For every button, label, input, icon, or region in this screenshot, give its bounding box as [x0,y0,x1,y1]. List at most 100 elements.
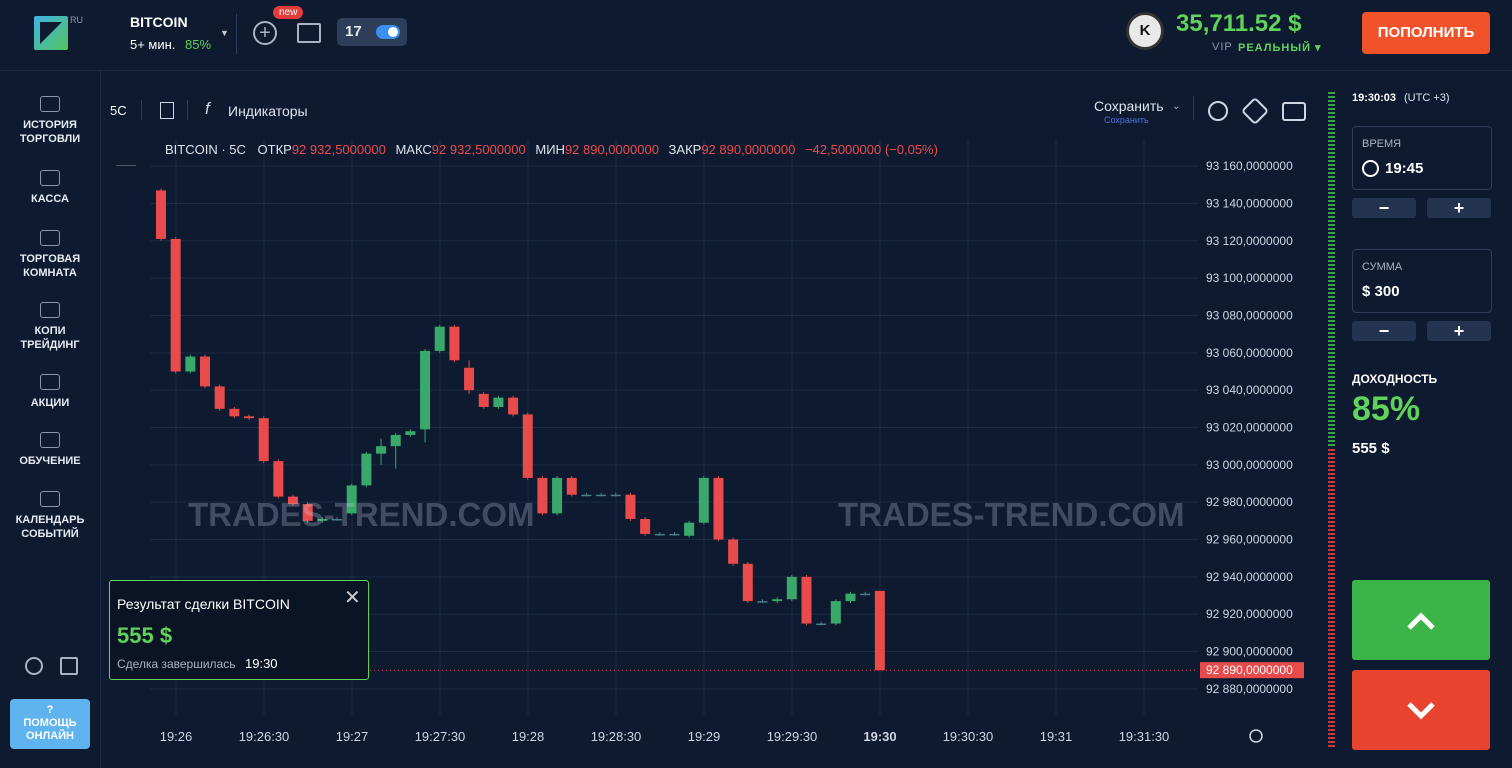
candle-body [420,350,431,430]
watermark: TRADES-TREND.COM [188,496,535,533]
nav-education[interactable]: ОБУЧЕНИЕ [0,432,100,468]
nav-label: КОПИ ТРЕЙДИНГ [20,325,80,351]
time-plus[interactable]: + [1427,198,1491,218]
tool-crosshair[interactable] [116,145,136,166]
divider [236,14,237,54]
asset-expiry: 5+ мин. [130,37,176,52]
candles-icon[interactable] [160,102,174,119]
divider [141,100,142,120]
nav-calendar[interactable]: КАЛЕНДАРЬ СОБЫТИЙ [0,491,100,541]
candle-body [244,416,255,419]
asset-name[interactable]: BITCOIN [130,14,188,30]
candle-body [669,533,680,536]
save-dropdown[interactable]: ⌄ [1172,101,1181,112]
save-button[interactable]: Сохранить [1094,98,1164,114]
popup-status: Сделка завершилась [117,657,236,671]
ohlc-legend: BITCOIN · 5С ОТКР92 932,5000000 МАКС92 9… [165,142,938,157]
candle-body [728,539,739,564]
screenshot-icon[interactable] [1282,102,1306,121]
x-tick-label: 19:31 [1040,729,1073,744]
candle-body [522,414,533,478]
candle-body [772,599,783,602]
candle-body [478,393,489,407]
nav-history[interactable]: ИСТОРИЯ ТОРГОВЛИ [0,96,100,146]
y-tick-label: 93 020,0000000 [1206,421,1293,435]
help-button[interactable]: ? ПОМОЩЬ ОНЛАЙН [10,699,90,749]
divider [1193,96,1194,120]
nav-copy-trading[interactable]: КОПИ ТРЕЙДИНГ [0,302,100,352]
y-tick-label: 93 100,0000000 [1206,271,1293,285]
layout-button[interactable] [297,23,321,43]
amount-plus[interactable]: + [1427,321,1491,341]
nav-label: ИСТОРИЯ ТОРГОВЛИ [19,119,81,145]
save-sub: Сохранить [1104,115,1149,125]
amount-value: $ 300 [1362,283,1400,300]
put-button[interactable] [1352,670,1490,750]
candle-body [713,477,724,540]
nav-promotions[interactable]: АКЦИИ [0,374,100,410]
time-minus[interactable]: − [1352,198,1416,218]
candle-body [845,593,856,602]
payout-value: 85% [1352,390,1421,428]
dropdown-arrow[interactable]: ▼ [220,28,229,38]
candle-body [405,431,416,435]
y-tick-label: 92 900,0000000 [1206,645,1293,659]
call-button[interactable] [1352,580,1490,660]
nav-trading-room[interactable]: ТОРГОВАЯ КОМНАТА [0,230,100,280]
account-tier: VIP [1212,41,1233,53]
candle-body [376,446,387,454]
alert-icon[interactable] [1208,101,1228,121]
divider [187,100,188,120]
candle-body [537,477,548,514]
settings-icon[interactable] [25,657,43,675]
legend-value: 92 932,5000000 [431,142,526,157]
candle-body [258,418,269,462]
x-tick-label: 19:29 [688,729,721,744]
sound-icon[interactable] [60,657,78,675]
candle-body [508,397,519,415]
x-tick-label: 19:29:30 [767,729,818,744]
time-input[interactable]: ВРЕМЯ 19:45 [1352,126,1492,190]
payout-label: ДОХОДНОСТЬ [1352,372,1438,386]
indicators[interactable]: Индикаторы [228,103,308,119]
nav-label: АКЦИИ [30,397,70,409]
candle-body [566,477,577,495]
legend-change: −42,5000000 (−0,05%) [804,142,938,157]
account-type[interactable]: РЕАЛЬНЫЙ ▾ [1238,42,1322,54]
down-arrow [1407,702,1435,720]
candle-body [874,590,885,671]
candle-body [610,494,621,497]
candle-body [170,238,181,372]
nav-cashier[interactable]: КАССА [0,170,100,206]
toggle-knob [388,27,398,37]
time-label: ВРЕМЯ [1362,138,1402,150]
interval[interactable]: 5С [110,103,127,118]
candle-body [361,453,372,486]
candle-body [596,494,607,497]
nav-label: КАЛЕНДАРЬ СОБЫТИЙ [15,514,85,540]
candle-body [493,397,504,407]
y-tick-label: 93 160,0000000 [1206,159,1293,173]
y-tick-label: 92 980,0000000 [1206,495,1293,509]
candle-body [625,494,636,519]
candle-body [801,576,812,624]
y-tick-label: 93 120,0000000 [1206,234,1293,248]
candle-body [214,386,225,409]
profit: 555 $ [1352,440,1390,457]
avatar[interactable]: K [1126,12,1164,50]
candle-body [449,326,460,361]
add-chart[interactable]: + [253,21,277,45]
legend-value: 92 890,0000000 [564,142,659,157]
popup-close[interactable]: ✕ [344,587,361,609]
asset-payout: 85% [185,37,212,52]
tv-logo: 17 [345,23,362,40]
amount-input[interactable]: СУММА $ 300 [1352,249,1492,313]
clock: 19:30:03 [1352,92,1397,104]
candle-body [698,477,709,523]
deposit-button[interactable]: ПОПОЛНИТЬ [1362,12,1490,54]
legend-label: МАКС [395,142,432,157]
amount-minus[interactable]: − [1352,321,1416,341]
candle-body [552,477,563,514]
candle-body [332,518,343,521]
